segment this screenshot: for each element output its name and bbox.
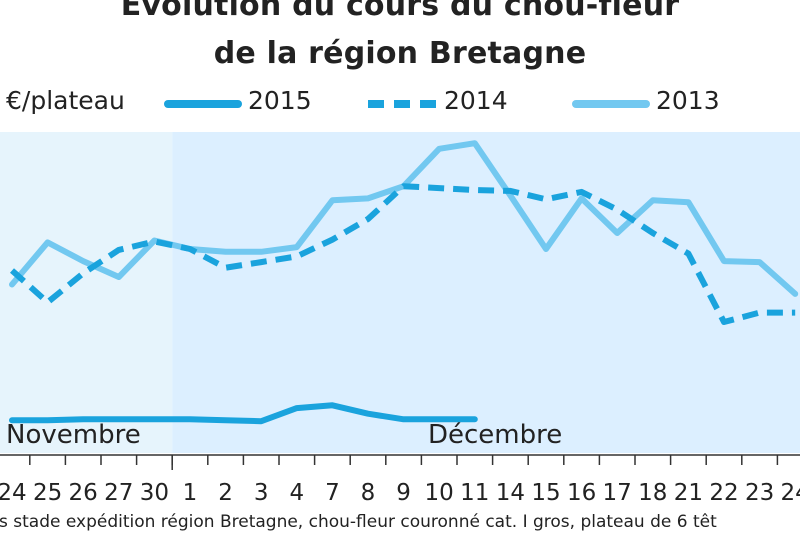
x-tick-label: 26 — [69, 480, 98, 506]
x-tick-label: 1 — [183, 480, 198, 506]
x-tick-label: 11 — [460, 480, 489, 506]
chart-subtitle: de la région Bretagne — [213, 36, 587, 71]
x-tick-label: 24 — [0, 480, 27, 506]
x-tick-label: 16 — [567, 480, 596, 506]
x-tick-label: 10 — [425, 480, 454, 506]
x-tick-label: 22 — [709, 480, 738, 506]
x-tick-label: 14 — [496, 480, 525, 506]
x-tick-label: 15 — [531, 480, 560, 506]
x-tick-label: 2 — [218, 480, 233, 506]
x-tick-label: 30 — [140, 480, 169, 506]
unit-label: €/plateau — [6, 86, 125, 115]
series-line-2014 — [10, 183, 796, 325]
month-label-novembre: Novembre — [6, 420, 141, 450]
x-tick-label: 4 — [289, 480, 304, 506]
x-tick-label: 23 — [745, 480, 774, 506]
x-tick-label: 27 — [104, 480, 133, 506]
x-tick-label: 7 — [325, 480, 340, 506]
x-tick-label: 8 — [361, 480, 376, 506]
x-tick-label: 21 — [674, 480, 703, 506]
background-decembre — [172, 132, 800, 453]
background-novembre — [0, 132, 173, 453]
x-tick-label: 24 — [781, 480, 800, 506]
x-tick-label: 9 — [396, 480, 411, 506]
legend-label-2013: 2013 — [656, 86, 720, 115]
source-note: rs stade expédition région Bretagne, cho… — [0, 512, 717, 532]
legend-label-2015: 2015 — [248, 86, 312, 115]
series-line-2015 — [9, 402, 478, 425]
x-tick-label: 25 — [33, 480, 62, 506]
x-tick-label: 17 — [603, 480, 632, 506]
chart-title: Evolution du cours du chou-fleur — [120, 0, 680, 23]
month-label-decembre: Décembre — [428, 420, 563, 450]
legend-label-2014: 2014 — [444, 86, 508, 115]
x-tick-label: 18 — [638, 480, 667, 506]
x-tick-label: 3 — [254, 480, 269, 506]
